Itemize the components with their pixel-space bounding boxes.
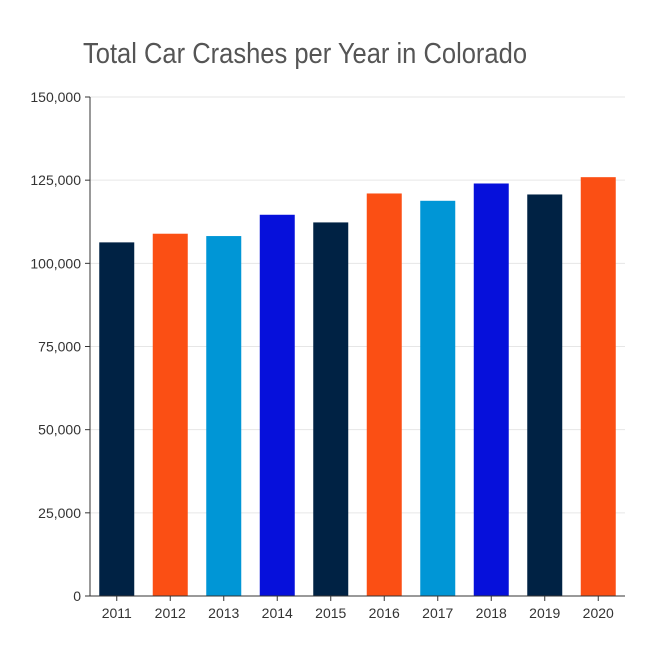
x-tick-label: 2011: [102, 605, 132, 621]
bar-2015: [313, 222, 349, 596]
bar-2019: [527, 194, 563, 597]
x-tick-label: 2013: [208, 605, 239, 621]
bar-2014: [259, 214, 295, 596]
bar-2018: [473, 183, 509, 596]
bar-2012: [152, 233, 188, 596]
y-tick-label: 0: [73, 588, 81, 604]
y-tick-label: 150,000: [30, 89, 81, 105]
bar-2020: [580, 177, 616, 596]
x-tick-label: 2012: [155, 605, 186, 621]
bar-2017: [420, 200, 456, 597]
y-tick-label: 100,000: [30, 255, 81, 271]
x-tick-label: 2015: [315, 605, 346, 621]
y-tick-label: 25,000: [38, 505, 81, 521]
x-tick-label: 2017: [422, 605, 453, 621]
chart-title: Total Car Crashes per Year in Colorado: [83, 38, 528, 70]
bar-2013: [206, 236, 242, 596]
bar-2016: [366, 193, 402, 596]
x-tick-label: 2020: [583, 605, 614, 621]
y-tick-label: 125,000: [30, 172, 81, 188]
y-tick-label: 50,000: [38, 422, 81, 438]
y-tick-label: 75,000: [38, 339, 81, 355]
bar-2011: [99, 242, 135, 596]
x-tick-label: 2016: [369, 605, 400, 621]
x-tick-label: 2018: [476, 605, 507, 621]
x-tick-label: 2019: [529, 605, 560, 621]
x-tick-label: 2014: [262, 605, 293, 621]
